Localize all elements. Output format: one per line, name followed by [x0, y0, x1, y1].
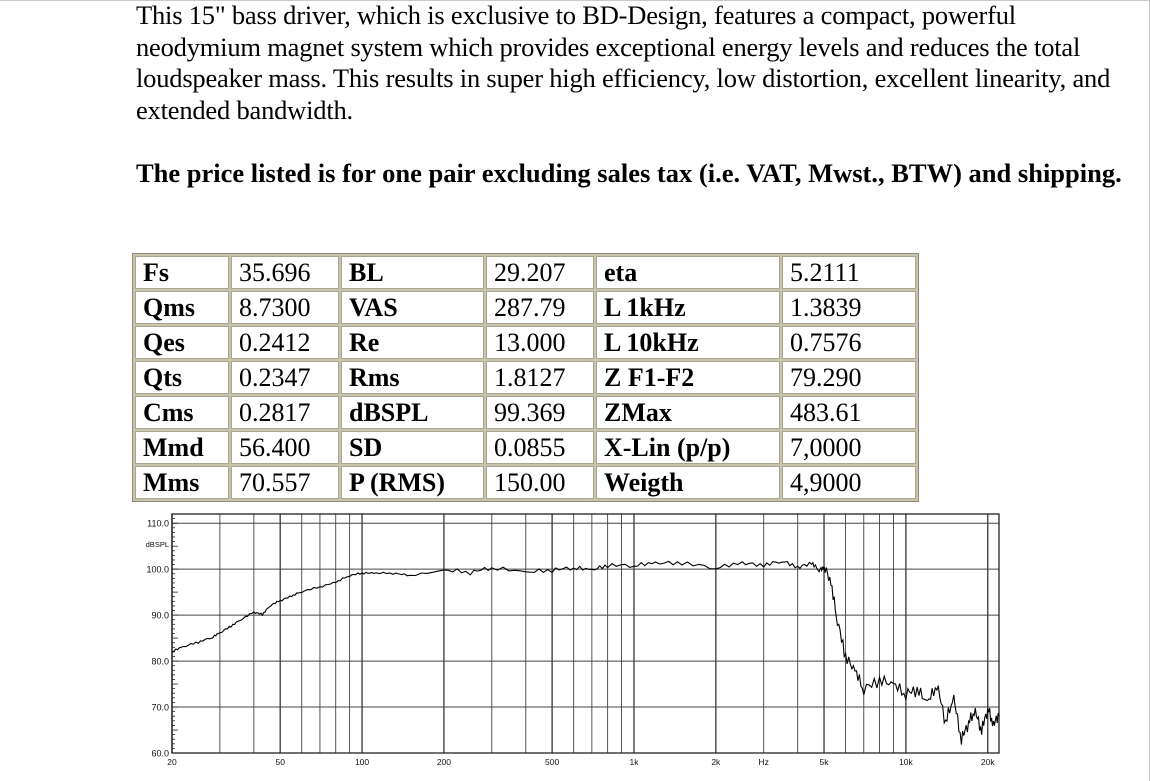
spec-value: 4,9000 — [782, 466, 916, 499]
spec-value: 70.557 — [231, 466, 339, 499]
x-tick-label: 1k — [629, 757, 639, 767]
table-row: Mms 70.557 P (RMS) 150.00 Weigth 4,9000 — [135, 466, 916, 499]
spec-name: VAS — [341, 291, 484, 324]
intro-paragraph: This 15" bass driver, which is exclusive… — [136, 0, 1111, 125]
spec-value: 99.369 — [486, 396, 594, 429]
spec-name: Z F1-F2 — [596, 361, 780, 394]
price-note: The price listed is for one pair excludi… — [136, 158, 1122, 188]
chart-frame — [171, 513, 1000, 754]
spec-value: 0.7576 — [782, 326, 916, 359]
specs-table: Fs 35.696 BL 29.207 eta 5.2111 Qms 8.730… — [132, 253, 919, 502]
table-row: Cms 0.2817 dBSPL 99.369 ZMax 483.61 — [135, 396, 916, 429]
spec-value: 13.000 — [486, 326, 594, 359]
y-tick-label: 90.0 — [151, 611, 169, 621]
spec-name: Qts — [135, 361, 229, 394]
spec-value: 7,0000 — [782, 431, 916, 464]
spec-value: 79.290 — [782, 361, 916, 394]
table-row: Qes 0.2412 Re 13.000 L 10kHz 0.7576 — [135, 326, 916, 359]
y-tick-label: 60.0 — [151, 749, 169, 759]
spec-name: BL — [341, 256, 484, 289]
y-tick-label: 110.0 — [147, 519, 169, 529]
spec-value: 0.2817 — [231, 396, 339, 429]
spec-name: Qms — [135, 291, 229, 324]
table-row: Fs 35.696 BL 29.207 eta 5.2111 — [135, 256, 916, 289]
response-curve-line — [171, 560, 1000, 745]
spec-name: dBSPL — [341, 396, 484, 429]
table-row: Mmd 56.400 SD 0.0855 X-Lin (p/p) 7,0000 — [135, 431, 916, 464]
spec-value: 8.7300 — [231, 291, 339, 324]
spec-name: Mmd — [135, 431, 229, 464]
spec-value: 0.2347 — [231, 361, 339, 394]
spec-value: 150.00 — [486, 466, 594, 499]
frequency-response-chart: 110.0 100.0 90.0 80.0 70.0 60.0 dBSPL 20 50 100 20… — [131, 506, 1003, 774]
spec-name: Cms — [135, 396, 229, 429]
spec-name: L 10kHz — [596, 326, 780, 359]
y-tick-label: 70.0 — [151, 703, 169, 713]
x-tick-label: 200 — [437, 757, 451, 767]
spec-name: eta — [596, 256, 780, 289]
spec-name: Rms — [341, 361, 484, 394]
x-tick-label: 10k — [899, 757, 913, 767]
spec-value: 0.0855 — [486, 431, 594, 464]
spec-value: 29.207 — [486, 256, 594, 289]
spec-value: 1.3839 — [782, 291, 916, 324]
x-tick-label: 5k — [820, 757, 830, 767]
y-axis-label: dBSPL — [146, 540, 169, 549]
spec-name: X-Lin (p/p) — [596, 431, 780, 464]
spec-name: P (RMS) — [341, 466, 484, 499]
spec-value: 56.400 — [231, 431, 339, 464]
spec-value: 5.2111 — [782, 256, 916, 289]
spec-value: 483.61 — [782, 396, 916, 429]
y-tick-label: 100.0 — [146, 565, 169, 575]
x-tick-label: 100 — [355, 757, 369, 767]
spec-name: Fs — [135, 256, 229, 289]
spec-name: Qes — [135, 326, 229, 359]
spec-name: Mms — [135, 466, 229, 499]
x-tick-label: Hz — [759, 757, 769, 767]
spec-value: 35.696 — [231, 256, 339, 289]
spec-name: Re — [341, 326, 484, 359]
spec-value: 287.79 — [486, 291, 594, 324]
x-tick-label: 500 — [545, 757, 559, 767]
table-row: Qts 0.2347 Rms 1.8127 Z F1-F2 79.290 — [135, 361, 916, 394]
spec-name: ZMax — [596, 396, 780, 429]
spec-value: 0.2412 — [231, 326, 339, 359]
table-row: Qms 8.7300 VAS 287.79 L 1kHz 1.3839 — [135, 291, 916, 324]
spec-name: SD — [341, 431, 484, 464]
x-tick-label: 50 — [275, 757, 285, 767]
spec-name: Weigth — [596, 466, 780, 499]
x-tick-label: 2k — [711, 757, 721, 767]
page-top-border — [0, 0, 1150, 1]
spec-name: L 1kHz — [596, 291, 780, 324]
chart-background — [131, 506, 1003, 774]
x-tick-label: 20 — [167, 757, 177, 767]
x-tick-label: 20k — [981, 757, 995, 767]
y-tick-label: 80.0 — [151, 657, 169, 667]
spec-value: 1.8127 — [486, 361, 594, 394]
